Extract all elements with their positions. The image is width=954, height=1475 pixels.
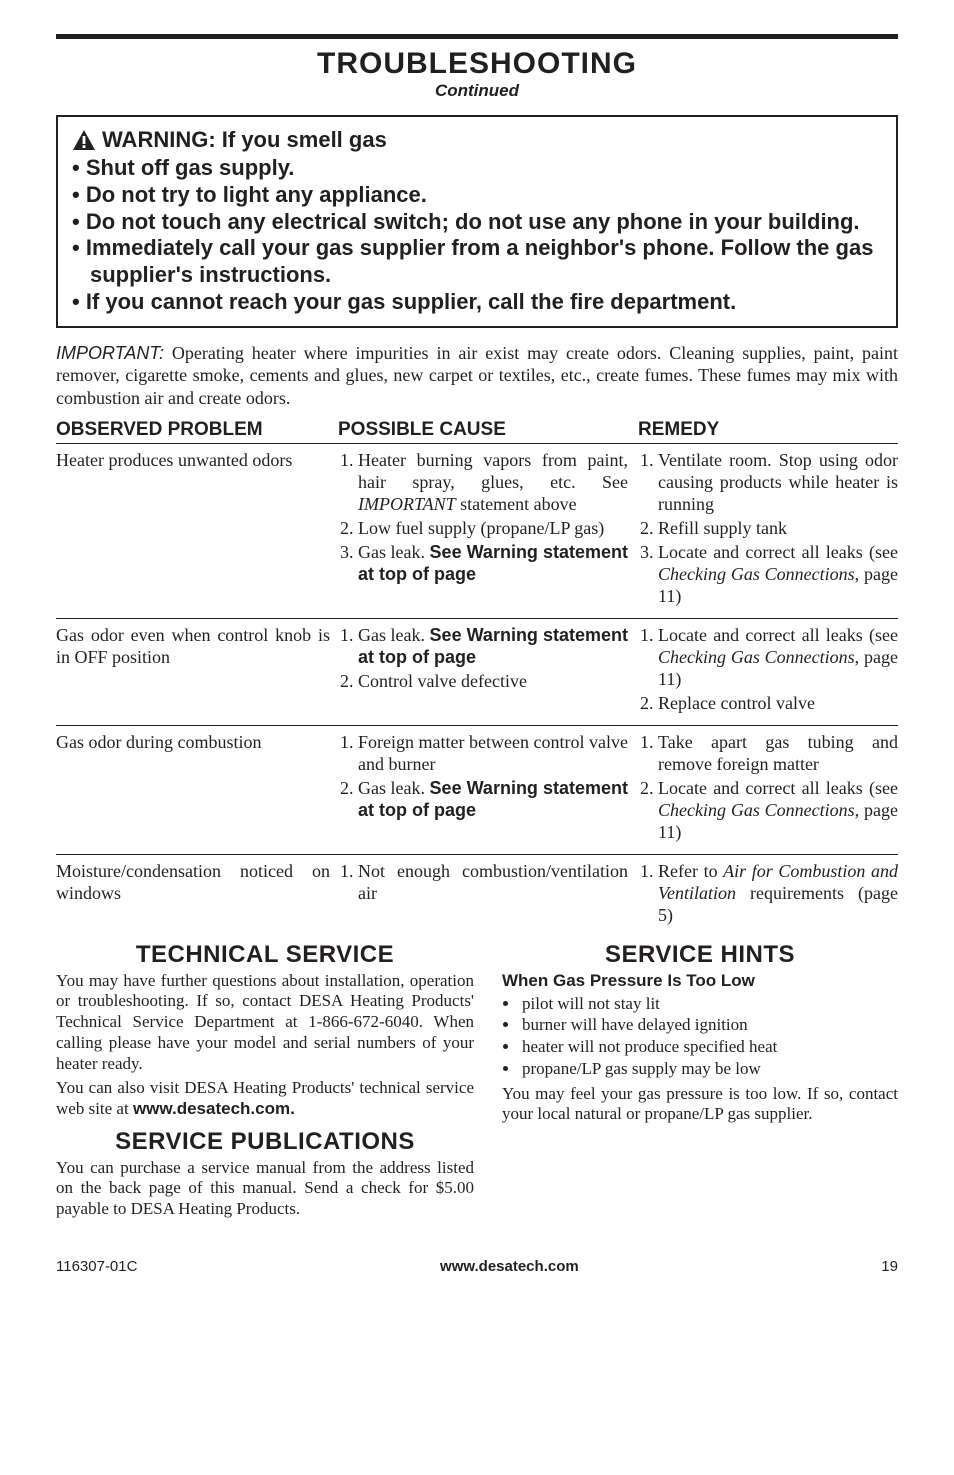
col-head-cause: POSSIBLE CAUSE [338,419,638,441]
service-hints-subheading: When Gas Pressure Is Too Low [502,971,898,991]
page-footer: 116307-01C www.desatech.com 19 [56,1252,898,1275]
problem-cell: Gas odor during combustion [56,732,338,846]
problem-cell: Moisture/condensation noticed on windows [56,861,338,929]
cause-cell: Heater burning vapors from paint, hair s… [338,450,638,610]
warning-heading: WARNING: If you smell gas [72,127,882,153]
remedy-item: Locate and correct all leaks (see Checki… [658,778,898,844]
problem-cell: Gas odor even when control knob is in OF… [56,625,338,717]
remedy-item: Refer to Air for Combustion and Ventilat… [658,861,898,927]
footer-url: www.desatech.com [440,1258,579,1275]
important-text: Operating heater where impurities in air… [56,343,898,408]
cause-item: Control valve defective [358,671,628,693]
troubleshooting-table: Heater produces unwanted odors Heater bur… [56,443,898,936]
warning-item: If you cannot reach your gas supplier, c… [72,289,882,316]
service-hints-p1: You may feel your gas pressure is too lo… [502,1084,898,1125]
hint-item: pilot will not stay lit [520,993,898,1015]
table-header: OBSERVED PROBLEM POSSIBLE CAUSE REMEDY [56,419,898,441]
warning-item: Do not touch any electrical switch; do n… [72,209,882,236]
top-rule [56,34,898,39]
remedy-cell: Refer to Air for Combustion and Ventilat… [638,861,898,929]
tech-url: www.desatech.com. [133,1099,295,1118]
warning-list: Shut off gas supply. Do not try to light… [72,155,882,316]
footer-pagenum: 19 [881,1258,898,1275]
remedy-item: Locate and correct all leaks (see Checki… [658,542,898,608]
lower-columns: TECHNICAL SERVICE You may have further q… [56,941,898,1224]
problem-cell: Heater produces unwanted odors [56,450,338,610]
cause-item: Foreign matter between control valve and… [358,732,628,776]
technical-service-title: TECHNICAL SERVICE [56,941,474,969]
cause-cell: Foreign matter between control valve and… [338,732,638,846]
remedy-item: Refill supply tank [658,518,898,540]
remedy-cell: Ventilate room. Stop using odor causing … [638,450,898,610]
cause-item: Not enough combustion/ventilation air [358,861,628,905]
cause-cell: Not enough combustion/ventilation air [338,861,638,929]
page-subtitle: Continued [56,81,898,101]
important-label: IMPORTANT: [56,343,164,363]
hint-item: burner will have delayed ignition [520,1014,898,1036]
hint-item: propane/LP gas supply may be low [520,1058,898,1080]
table-row: Heater produces unwanted odors Heater bur… [56,443,898,618]
remedy-item: Take apart gas tubing and remove foreign… [658,732,898,776]
hint-item: heater will not produce specified heat [520,1036,898,1058]
service-publications-title: SERVICE PUBLICATIONS [56,1128,474,1156]
warning-item: Immediately call your gas supplier from … [72,235,882,289]
warning-item: Do not try to light any appliance. [72,182,882,209]
footer-docnum: 116307-01C [56,1258,137,1275]
warning-heading-text: WARNING: If you smell gas [102,127,387,153]
service-hints-list: pilot will not stay lit burner will have… [502,993,898,1080]
cause-cell: Gas leak. See Warning statement at top o… [338,625,638,717]
table-row: Gas odor even when control knob is in OF… [56,618,898,725]
technical-service-p1: You may have further questions about ins… [56,971,474,1075]
technical-service-p2: You can also visit DESA Heating Products… [56,1078,474,1119]
table-row: Moisture/condensation noticed on windows… [56,854,898,937]
table-row: Gas odor during combustion Foreign matter… [56,725,898,854]
warning-box: WARNING: If you smell gas Shut off gas s… [56,115,898,328]
remedy-cell: Locate and correct all leaks (see Checki… [638,625,898,717]
remedy-item: Ventilate room. Stop using odor causing … [658,450,898,516]
remedy-cell: Take apart gas tubing and remove foreign… [638,732,898,846]
service-publications-p1: You can purchase a service manual from t… [56,1158,474,1220]
warning-item: Shut off gas supply. [72,155,882,182]
remedy-item: Replace control valve [658,693,898,715]
remedy-item: Locate and correct all leaks (see Checki… [658,625,898,691]
col-head-problem: OBSERVED PROBLEM [56,419,338,441]
cause-item: Gas leak. See Warning statement at top o… [358,778,628,822]
cause-item: Heater burning vapors from paint, hair s… [358,450,628,516]
cause-item: Gas leak. See Warning statement at top o… [358,625,628,669]
cause-item: Gas leak. See Warning statement at top o… [358,542,628,586]
col-head-remedy: REMEDY [638,419,898,441]
cause-item: Low fuel supply (propane/LP gas) [358,518,628,540]
warning-icon [72,129,96,151]
important-paragraph: IMPORTANT: Operating heater where impuri… [56,342,898,410]
page-title: TROUBLESHOOTING [56,47,898,81]
service-hints-title: SERVICE HINTS [502,941,898,969]
